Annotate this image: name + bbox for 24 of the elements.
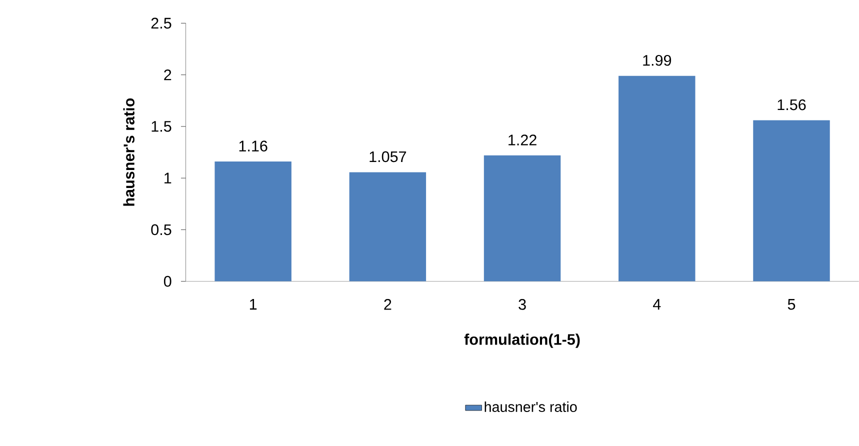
bar: [753, 120, 830, 282]
y-tick-label: 2.5: [151, 18, 172, 29]
y-tick-label: 0.5: [151, 224, 172, 236]
bar: [618, 76, 696, 282]
data-label: 1.16: [239, 140, 268, 152]
x-tick-label: 4: [653, 299, 661, 310]
x-tick-label: 1: [250, 299, 257, 310]
y-tick-label: 0: [164, 276, 172, 287]
data-label: 1.99: [643, 55, 672, 66]
y-tick-label: 1: [164, 173, 172, 184]
x-tick-label: 5: [788, 299, 796, 310]
bar: [349, 172, 426, 282]
x-tick-label: 3: [518, 299, 526, 310]
bar: [484, 156, 561, 282]
x-axis-title: formulation(1-5): [464, 334, 580, 348]
data-label: 1.057: [370, 152, 406, 162]
legend-label: hausner's ratio: [484, 402, 577, 412]
y-axis-title: hausner's ratio: [123, 98, 134, 206]
x-tick-label: 2: [384, 299, 392, 310]
data-label: 1.22: [508, 134, 536, 146]
y-tick-label: 1.5: [152, 121, 172, 132]
y-tick-label: 2: [164, 70, 172, 80]
data-label: 1.56: [778, 100, 806, 110]
bar: [214, 162, 292, 282]
